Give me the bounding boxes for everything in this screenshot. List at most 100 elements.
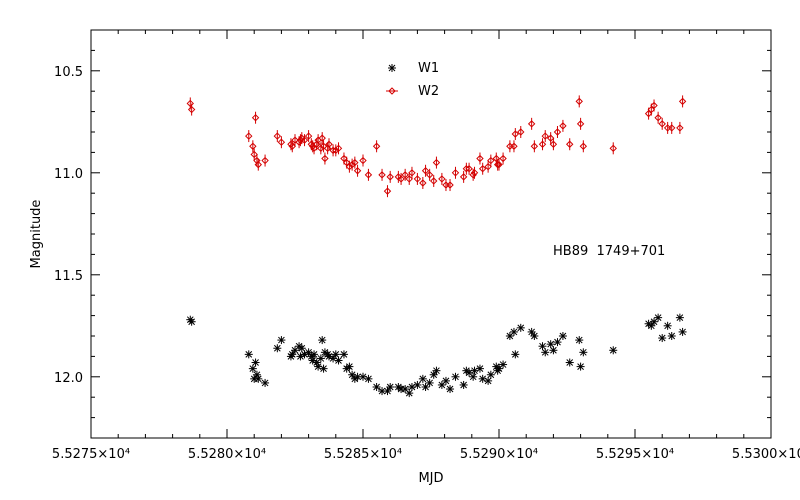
data-point [487, 154, 495, 167]
data-point [530, 140, 539, 153]
data-point [678, 327, 687, 336]
data-point [401, 168, 409, 181]
data-point [576, 362, 585, 371]
data-point [405, 172, 413, 185]
data-point [575, 336, 584, 345]
data-point [484, 160, 492, 173]
data-point [244, 350, 253, 359]
legend-diamond-icon [386, 87, 398, 95]
data-point [566, 138, 574, 151]
data-point [654, 313, 663, 322]
data-point [676, 121, 684, 134]
data-point [647, 321, 656, 330]
data-point [658, 334, 667, 343]
data-point [446, 385, 455, 394]
y-tick-label: 10.5 [54, 65, 83, 80]
data-point [251, 358, 260, 367]
data-point [334, 356, 343, 365]
data-point [372, 383, 381, 391]
data-point [493, 158, 502, 171]
data-point [546, 132, 555, 145]
data-point [658, 117, 666, 130]
x-tick-label: 5.5290×10⁴ [460, 447, 538, 462]
data-point [408, 166, 416, 179]
series-w1 [186, 313, 687, 398]
data-point [478, 374, 487, 383]
data-point [310, 350, 319, 359]
data-point [527, 327, 536, 336]
data-point [386, 170, 394, 183]
data-point [609, 142, 617, 155]
data-point [419, 177, 427, 189]
data-point [530, 332, 539, 340]
data-point [331, 350, 340, 359]
data-point [459, 170, 468, 183]
data-point [459, 380, 468, 389]
data-point [332, 144, 340, 157]
data-point [273, 130, 282, 143]
y-tick-labels: 10.5 11.0 11.5 12.0 [54, 65, 83, 386]
data-point [451, 166, 460, 179]
data-point [291, 134, 299, 147]
data-point [565, 358, 574, 367]
data-point [339, 350, 348, 359]
data-point [510, 140, 518, 153]
x-tick-label: 5.5280×10⁴ [188, 447, 266, 462]
data-point [476, 152, 484, 165]
data-point [663, 321, 672, 330]
data-point [397, 172, 405, 185]
axis-ticks [90, 30, 772, 439]
data-point [304, 130, 313, 143]
data-point [499, 152, 507, 165]
data-point [579, 140, 588, 153]
data-point [668, 121, 676, 134]
data-point [187, 317, 196, 326]
data-point [429, 370, 438, 379]
data-point [470, 166, 479, 179]
data-point [277, 136, 286, 149]
data-point [437, 380, 446, 389]
data-point [317, 142, 325, 155]
data-point [499, 360, 508, 369]
data-point [549, 346, 558, 355]
data-point [300, 134, 309, 147]
data-point [538, 342, 547, 351]
data-point [364, 168, 373, 181]
data-point [277, 336, 286, 345]
data-point [465, 162, 473, 175]
data-point [421, 383, 430, 391]
x-axis-label: MJD [418, 471, 443, 486]
y-tick-label: 12.0 [54, 371, 83, 386]
data-point [273, 344, 282, 353]
data-point [506, 140, 514, 153]
data-point [432, 366, 441, 375]
data-point [442, 179, 450, 192]
data-point [446, 179, 454, 192]
data-point [650, 317, 659, 326]
source-annotation: HB89 1749+701 [553, 244, 665, 259]
data-point [254, 374, 263, 383]
data-point [334, 142, 343, 155]
data-point [546, 340, 555, 349]
data-point [261, 378, 270, 387]
data-point [575, 95, 583, 108]
data-point [418, 374, 427, 383]
data-point [559, 119, 567, 132]
data-point [249, 140, 257, 153]
legend-w1-label: W1 [418, 61, 439, 76]
data-point [348, 158, 356, 171]
data-point [517, 126, 525, 138]
data-point [541, 348, 550, 357]
data-point [469, 372, 478, 381]
data-point [318, 336, 327, 345]
data-point [527, 117, 536, 130]
data-point [345, 362, 354, 371]
data-point [383, 185, 392, 198]
data-point [432, 156, 441, 169]
x-tick-label: 5.5295×10⁴ [596, 447, 674, 462]
data-point [495, 158, 503, 171]
data-point [313, 138, 321, 151]
data-point [345, 160, 354, 173]
data-point [650, 99, 658, 112]
